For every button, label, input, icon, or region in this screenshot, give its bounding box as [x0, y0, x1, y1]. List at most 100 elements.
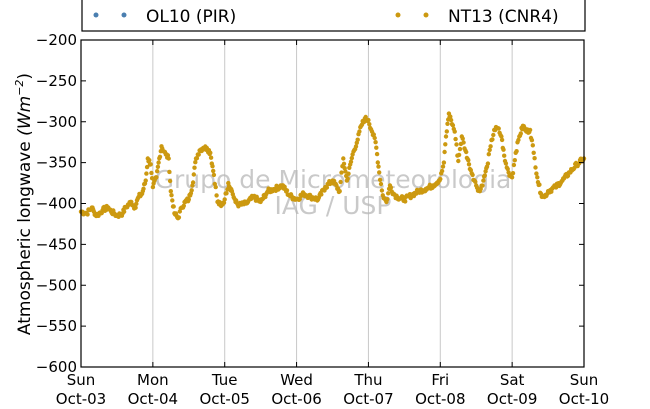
data-point — [531, 150, 536, 155]
data-point — [213, 184, 218, 190]
legend-marker-nt13 — [423, 12, 429, 18]
data-point — [347, 165, 352, 170]
plot-area — [81, 40, 584, 367]
data-point — [534, 171, 539, 176]
data-point — [224, 191, 229, 196]
legend-label-ol10: OL10 (PIR) — [146, 7, 236, 27]
data-point — [367, 122, 372, 127]
legend-frame — [81, 0, 586, 32]
data-point — [345, 176, 350, 181]
data-point — [456, 158, 461, 164]
data-point — [490, 137, 495, 142]
data-point — [353, 144, 359, 149]
data-point — [505, 166, 510, 172]
data-point — [376, 164, 381, 169]
data-point — [457, 146, 463, 152]
data-point — [527, 127, 533, 133]
data-point — [440, 164, 446, 169]
data-point — [466, 162, 472, 167]
y-axis-title-exponent: −2 — [13, 80, 26, 96]
data-point — [349, 155, 354, 161]
data-point — [502, 153, 507, 158]
data-point — [438, 176, 443, 182]
data-point — [373, 140, 378, 145]
data-point — [338, 179, 343, 185]
y-axis-title-unit: (Wm — [15, 96, 35, 136]
data-point — [191, 172, 196, 177]
plot-frame — [80, 39, 585, 368]
y-axis-title: Atmospheric longwave (Wm−2) — [13, 73, 35, 335]
data-point — [496, 126, 501, 131]
x-tick-label-date: Oct-09 — [487, 390, 537, 408]
data-point — [193, 160, 198, 165]
x-tick-label-day: Fri — [431, 371, 449, 389]
data-point — [168, 189, 173, 194]
data-point — [488, 144, 493, 149]
data-point — [448, 114, 453, 119]
data-point — [461, 140, 466, 145]
data-point — [485, 161, 491, 166]
data-point — [189, 188, 194, 193]
data-point — [208, 150, 213, 155]
data-point — [533, 165, 538, 170]
data-point — [499, 137, 505, 143]
data-point — [454, 142, 459, 147]
data-point — [144, 164, 150, 170]
data-point — [155, 164, 161, 169]
data-point — [157, 154, 163, 159]
data-point — [501, 147, 506, 152]
data-point — [481, 178, 486, 183]
data-point — [374, 151, 380, 157]
data-point — [529, 138, 535, 143]
data-point — [378, 181, 384, 187]
data-point — [388, 185, 394, 190]
data-point — [211, 172, 217, 178]
data-point — [486, 152, 491, 157]
data-point — [512, 158, 517, 163]
legend-marker-ol10 — [93, 12, 99, 18]
legend: OL10 (PIR) NT13 (CNR4) — [81, 0, 586, 32]
data-point — [374, 145, 379, 150]
data-point — [377, 177, 383, 182]
data-point — [377, 170, 382, 175]
data-point — [166, 156, 171, 161]
data-point — [518, 131, 523, 136]
data-point — [366, 117, 371, 123]
data-point — [176, 215, 182, 220]
data-point — [537, 182, 542, 187]
data-point — [379, 188, 385, 193]
x-tick-label-date: Oct-06 — [271, 390, 321, 408]
data-point — [167, 169, 172, 175]
data-point — [341, 156, 346, 161]
data-point — [169, 193, 174, 198]
data-point — [403, 199, 408, 204]
data-point — [150, 184, 156, 190]
data-point — [339, 170, 344, 175]
y-tick-label: −600 — [36, 358, 77, 376]
x-axis: SunOct-03MonOct-04TueOct-05WedOct-06ThuO… — [56, 40, 609, 408]
data-point — [464, 149, 469, 155]
y-tick-label: −550 — [36, 317, 77, 335]
data-point — [487, 147, 492, 153]
data-point — [144, 171, 149, 176]
data-point — [443, 142, 448, 147]
x-tick-label-day: Sun — [570, 371, 599, 389]
data-point — [565, 173, 571, 178]
x-tick-label-day: Sat — [500, 371, 525, 389]
data-point — [222, 197, 227, 202]
data-point — [85, 212, 90, 217]
data-point — [214, 193, 219, 198]
data-point — [133, 205, 138, 210]
data-point — [149, 170, 154, 176]
y-tick-label: −500 — [36, 276, 77, 294]
data-point — [141, 186, 146, 191]
data-point — [442, 149, 447, 155]
x-tick-label-date: Oct-05 — [199, 390, 249, 408]
data-point — [473, 179, 478, 184]
data-point — [196, 152, 201, 157]
data-point — [499, 134, 504, 139]
data-point — [453, 136, 458, 142]
data-point — [284, 188, 290, 193]
data-point — [156, 160, 161, 165]
